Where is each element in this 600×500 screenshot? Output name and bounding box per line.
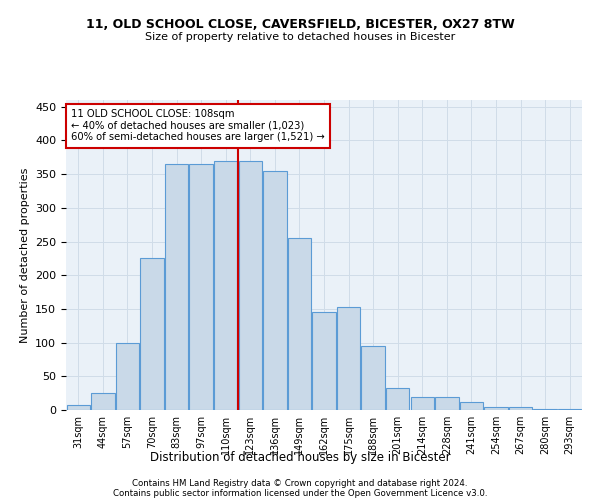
Bar	[288, 238, 311, 410]
Bar	[67, 404, 90, 410]
Bar	[263, 171, 287, 410]
Y-axis label: Number of detached properties: Number of detached properties	[20, 168, 29, 342]
Bar	[190, 164, 213, 410]
Bar	[239, 160, 262, 410]
Bar	[140, 258, 164, 410]
Bar	[509, 408, 532, 410]
Text: Size of property relative to detached houses in Bicester: Size of property relative to detached ho…	[145, 32, 455, 42]
Bar	[410, 396, 434, 410]
Bar	[313, 312, 335, 410]
Text: 11, OLD SCHOOL CLOSE, CAVERSFIELD, BICESTER, OX27 8TW: 11, OLD SCHOOL CLOSE, CAVERSFIELD, BICES…	[86, 18, 514, 30]
Bar	[558, 408, 581, 410]
Bar	[460, 402, 483, 410]
Text: Distribution of detached houses by size in Bicester: Distribution of detached houses by size …	[149, 451, 451, 464]
Bar	[165, 164, 188, 410]
Bar	[484, 406, 508, 410]
Bar	[214, 160, 238, 410]
Text: Contains public sector information licensed under the Open Government Licence v3: Contains public sector information licen…	[113, 490, 487, 498]
Text: 11 OLD SCHOOL CLOSE: 108sqm
← 40% of detached houses are smaller (1,023)
60% of : 11 OLD SCHOOL CLOSE: 108sqm ← 40% of det…	[71, 110, 325, 142]
Text: Contains HM Land Registry data © Crown copyright and database right 2024.: Contains HM Land Registry data © Crown c…	[132, 480, 468, 488]
Bar	[361, 346, 385, 410]
Bar	[435, 396, 458, 410]
Bar	[116, 342, 139, 410]
Bar	[533, 408, 557, 410]
Bar	[337, 307, 360, 410]
Bar	[386, 388, 409, 410]
Bar	[91, 393, 115, 410]
